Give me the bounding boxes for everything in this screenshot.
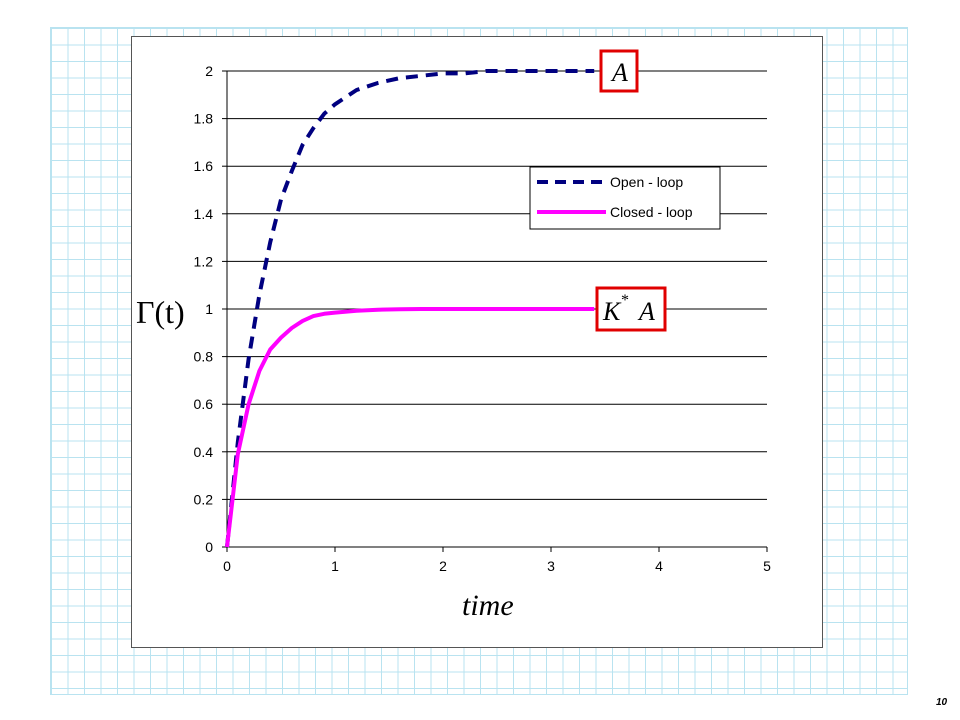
y-tick-label: 0.8	[194, 349, 214, 365]
y-tick-label: 1.6	[194, 158, 214, 174]
annotation-A-box	[599, 49, 639, 93]
slide-number: 10	[936, 697, 948, 708]
legend: Open - loop Closed - loop	[529, 166, 721, 230]
y-tick-label: 1.2	[194, 253, 214, 269]
y-axis-title: Γ(t)	[136, 294, 185, 330]
annotation-A-label: A	[610, 58, 628, 87]
x-tick-labels: 0 1 2 3 4 5	[223, 558, 771, 574]
x-tick-label: 4	[655, 558, 663, 574]
x-tick-label: 0	[223, 558, 231, 574]
legend-open-loop-label: Open - loop	[610, 174, 683, 190]
annotation-K-label: K	[602, 297, 622, 326]
y-tick-label: 0	[205, 539, 213, 555]
y-tick-label: 2	[205, 63, 213, 79]
annotation-KA-box	[595, 286, 667, 332]
legend-box	[529, 166, 721, 230]
y-tick-label: 1.4	[194, 206, 214, 222]
x-tick-label: 3	[547, 558, 555, 574]
x-tick-label: 2	[439, 558, 447, 574]
annotation-A: A	[599, 49, 639, 93]
series-line-closed-loop	[225, 307, 595, 548]
line-chart: 0 0.2 0.4 0.6 0.8 1 1.2 1.4 1.6 1.8 2 0 1 2 3 4 5 Open …	[136, 49, 771, 622]
y-tick-label: 0.4	[194, 444, 214, 460]
y-tick-label: 0.2	[194, 491, 214, 507]
y-tick-label: 0.6	[194, 396, 214, 412]
x-tick-label: 1	[331, 558, 339, 574]
annotation-KA: K * A	[595, 286, 667, 332]
series-line-open-loop	[225, 69, 595, 548]
y-tick-label: 1.8	[194, 111, 214, 127]
x-axis-title: time	[462, 589, 514, 622]
legend-closed-loop-label: Closed - loop	[610, 204, 693, 220]
series-lines	[225, 69, 595, 548]
chart-area: 0 0.2 0.4 0.6 0.8 1 1.2 1.4 1.6 1.8 2 0 1 2 3 4 5 Open …	[131, 36, 823, 648]
annotation-A2-label: A	[637, 297, 655, 326]
y-tick-labels: 0 0.2 0.4 0.6 0.8 1 1.2 1.4 1.6 1.8 2	[194, 63, 214, 555]
axes	[222, 70, 768, 552]
y-tick-label: 1	[205, 301, 213, 317]
annotation-star-label: *	[621, 292, 629, 309]
x-tick-label: 5	[763, 558, 771, 574]
